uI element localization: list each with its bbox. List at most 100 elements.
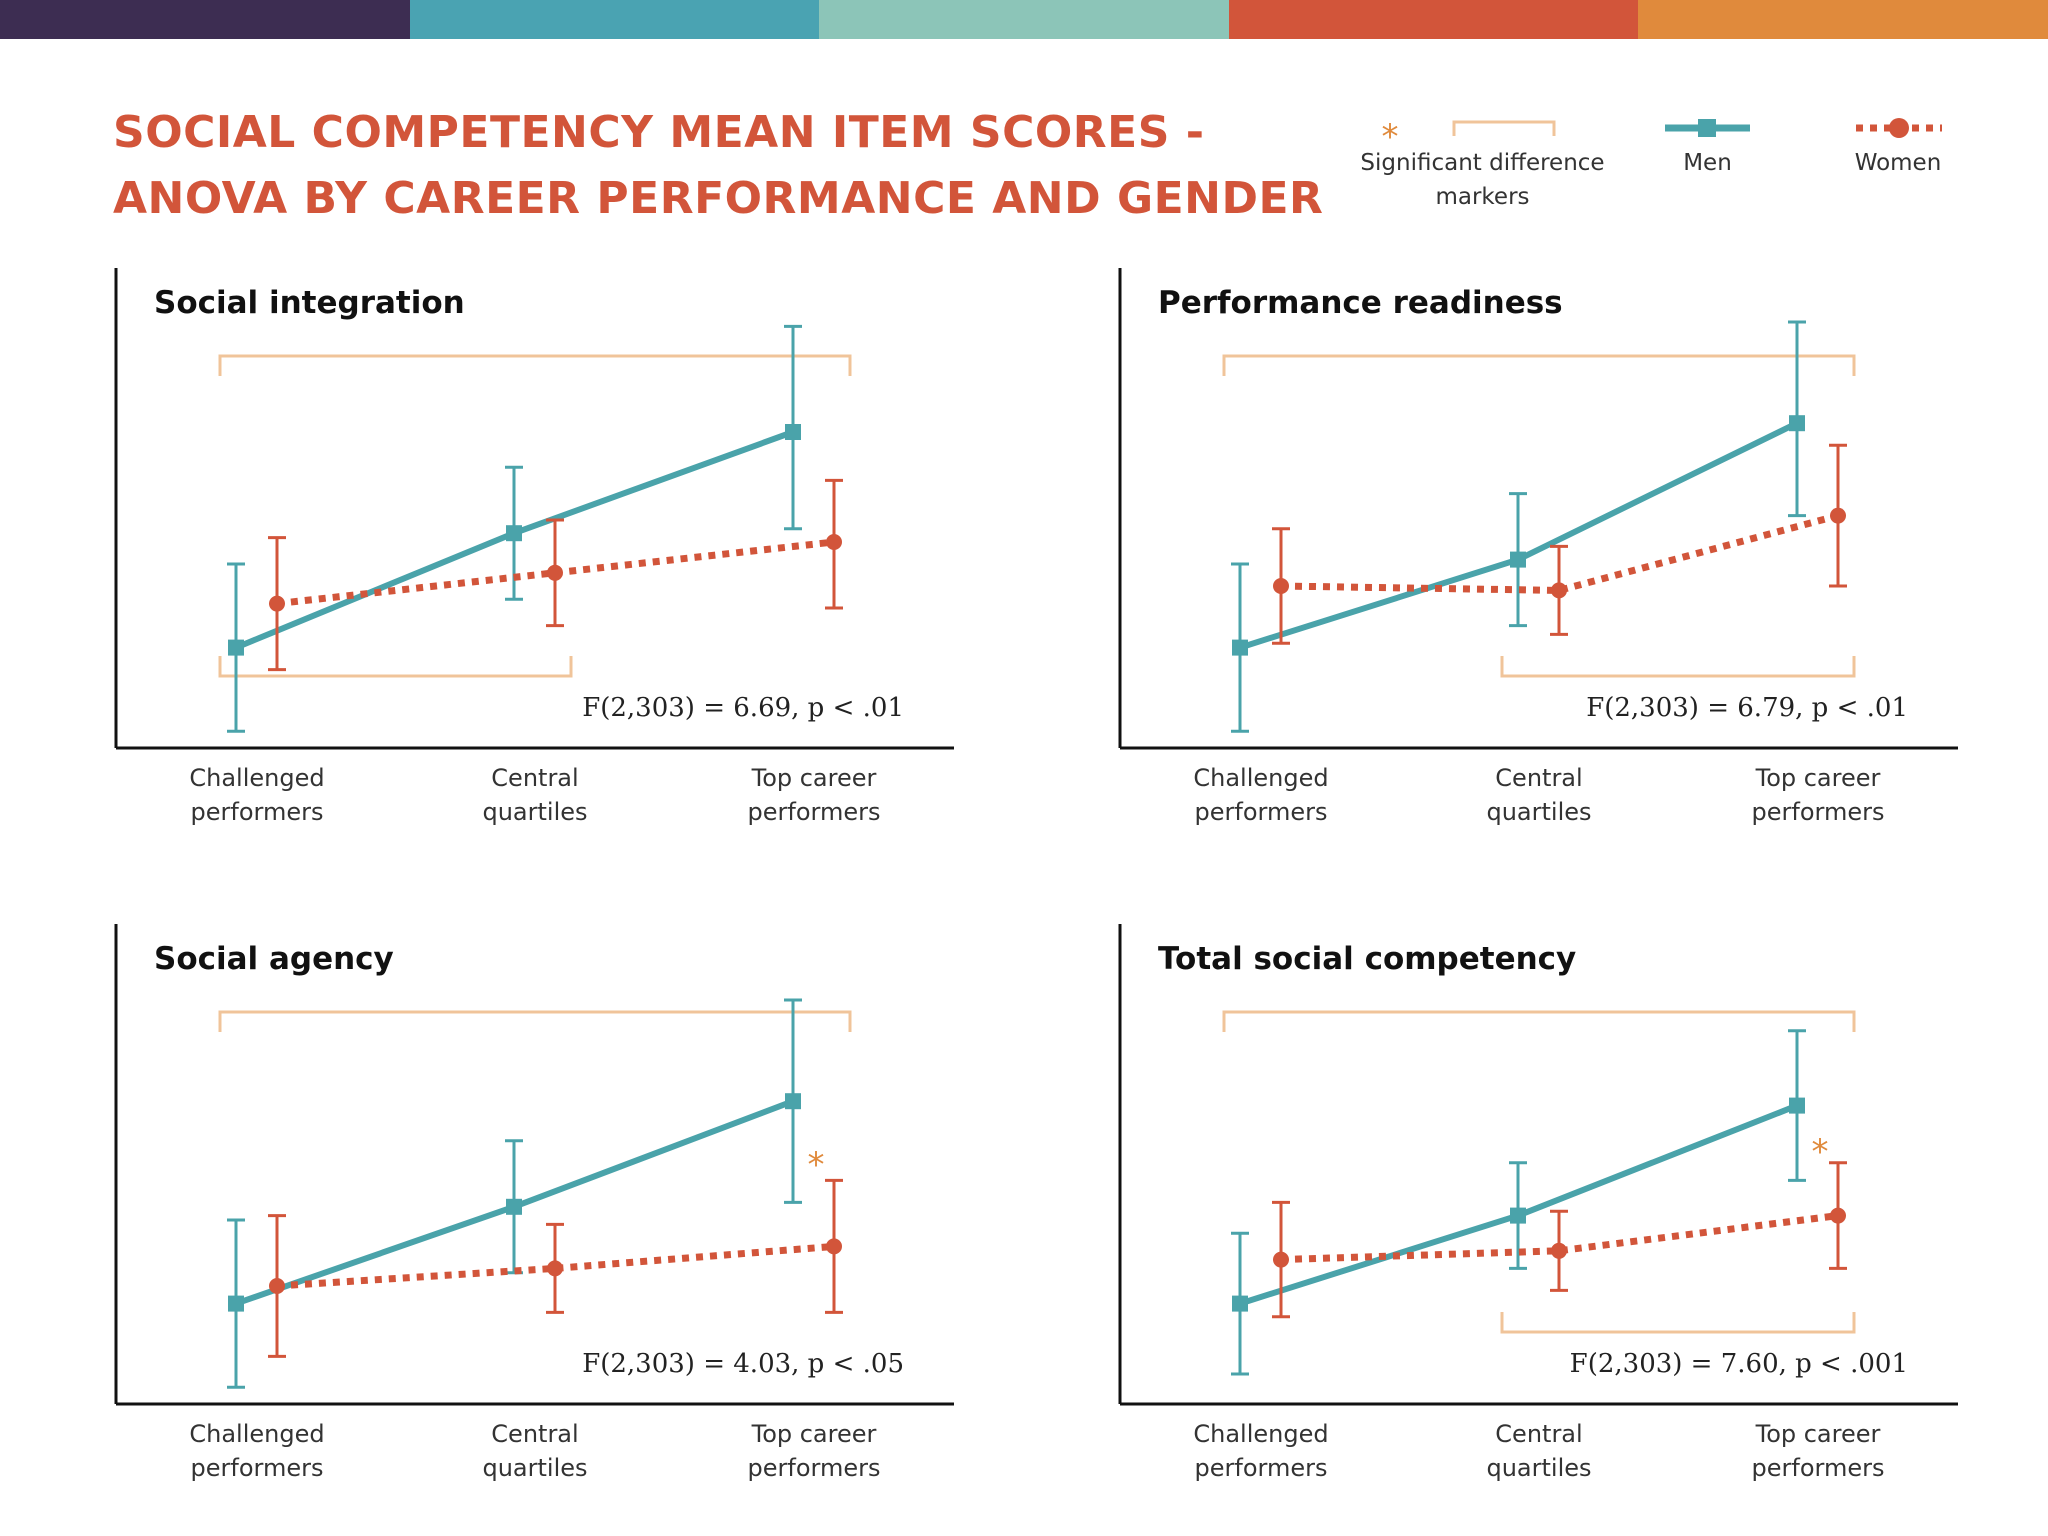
men-data-point bbox=[785, 1093, 801, 1110]
significance-bracket bbox=[1500, 1312, 1856, 1334]
men-data-point bbox=[1789, 1097, 1805, 1114]
x-tick-label: Central quartiles bbox=[1486, 1420, 1591, 1482]
chart-title: Social integration bbox=[154, 285, 465, 321]
x-tick-label-line: quartiles bbox=[1486, 798, 1591, 826]
chart-title: Social agency bbox=[154, 941, 394, 977]
significance-bracket bbox=[218, 1010, 852, 1032]
men-data-point bbox=[785, 424, 801, 440]
legend-star-icon: * bbox=[1382, 117, 1399, 157]
women-data-point bbox=[269, 1278, 285, 1294]
significance-bracket bbox=[1500, 656, 1856, 678]
women-data-point bbox=[1551, 582, 1567, 599]
men-data-point bbox=[1789, 415, 1805, 432]
men-data-point bbox=[1510, 551, 1526, 568]
women-data-point bbox=[547, 1260, 563, 1277]
legend-women-marker bbox=[1889, 118, 1909, 138]
x-tick-label: Challenged performers bbox=[1193, 764, 1328, 826]
women-series-line bbox=[276, 538, 835, 608]
stat-annotation: F(2,303) = 6.79, p < .01 bbox=[1586, 693, 1908, 723]
women-data-point bbox=[1273, 1251, 1289, 1268]
women-data-point bbox=[826, 534, 842, 550]
legend-men-label: Men bbox=[1683, 150, 1732, 176]
x-tick-label-line: Top career bbox=[751, 1420, 877, 1448]
men-data-point bbox=[506, 525, 522, 542]
page-title: SOCIAL COMPETENCY MEAN ITEM SCORES - ANO… bbox=[113, 100, 1323, 232]
legend-bracket-icon bbox=[1452, 120, 1556, 136]
women-data-point bbox=[1273, 578, 1289, 594]
chart-panel-3: Social agency F(2,303) = 4.03, p < .05 Cha… bbox=[114, 924, 954, 1482]
top-bar-segment bbox=[1638, 0, 2048, 39]
x-tick-label-line: Central bbox=[1495, 1420, 1582, 1448]
men-data-point bbox=[1232, 1295, 1248, 1312]
significance-bracket bbox=[218, 354, 852, 376]
x-tick-label: Central quartiles bbox=[482, 1420, 587, 1482]
x-tick-label: Top career performers bbox=[1752, 764, 1885, 826]
x-tick-label-line: performers bbox=[1752, 1454, 1885, 1482]
women-data-point bbox=[269, 595, 285, 612]
men-data-point bbox=[228, 639, 244, 656]
x-tick-label-line: Top career bbox=[1755, 1420, 1881, 1448]
x-tick-label-line: quartiles bbox=[482, 1454, 587, 1482]
x-tick-label: Top career performers bbox=[748, 1420, 881, 1482]
x-tick-label-line: Central bbox=[491, 1420, 578, 1448]
men-data-point bbox=[228, 1295, 244, 1312]
x-tick-label-line: Challenged bbox=[189, 764, 324, 792]
legend-men-marker bbox=[1698, 119, 1716, 137]
women-data-point bbox=[547, 564, 563, 581]
x-tick-label-line: performers bbox=[1752, 798, 1885, 826]
chart-title: Total social competency bbox=[1158, 941, 1576, 977]
x-tick-label: Challenged performers bbox=[1193, 1420, 1328, 1482]
legend-sig-label: Significant difference markers bbox=[1360, 150, 1605, 210]
x-tick-label: Central quartiles bbox=[482, 764, 587, 826]
women-data-point bbox=[1830, 507, 1846, 524]
significance-star: * bbox=[808, 1145, 825, 1185]
x-tick-label-line: Challenged bbox=[1193, 1420, 1328, 1448]
x-tick-label: Top career performers bbox=[1752, 1420, 1885, 1482]
significance-bracket bbox=[218, 656, 573, 678]
chart-panel-1: Social integration F(2,303) = 6.69, p < .… bbox=[114, 268, 954, 826]
women-data-point bbox=[826, 1238, 842, 1255]
chart-title: Performance readiness bbox=[1158, 285, 1563, 321]
x-tick-label-line: performers bbox=[748, 1454, 881, 1482]
men-data-point bbox=[506, 1198, 522, 1215]
chart-panel-2: Performance readiness F(2,303) = 6.79, p … bbox=[1118, 268, 1958, 826]
x-tick-label: Top career performers bbox=[748, 764, 881, 826]
x-tick-label-line: Central bbox=[491, 764, 578, 792]
x-tick-label-line: performers bbox=[748, 798, 881, 826]
x-tick-label-line: Challenged bbox=[189, 1420, 324, 1448]
stat-annotation: F(2,303) = 6.69, p < .01 bbox=[582, 693, 904, 723]
x-tick-label: Challenged performers bbox=[189, 1420, 324, 1482]
x-tick-label: Challenged performers bbox=[189, 764, 324, 826]
women-data-point bbox=[1830, 1207, 1846, 1224]
x-tick-label-line: performers bbox=[191, 1454, 324, 1482]
top-bar-segment bbox=[0, 0, 410, 39]
stat-annotation: F(2,303) = 4.03, p < .05 bbox=[582, 1349, 904, 1379]
x-tick-label-line: performers bbox=[1195, 798, 1328, 826]
men-data-point bbox=[1510, 1207, 1526, 1224]
significance-bracket bbox=[1222, 1010, 1856, 1032]
x-tick-label-line: Top career bbox=[751, 764, 877, 792]
title-line-1: SOCIAL COMPETENCY MEAN ITEM SCORES - bbox=[113, 107, 1205, 158]
x-tick-label-line: Challenged bbox=[1193, 764, 1328, 792]
title-line-2: ANOVA BY CAREER PERFORMANCE AND GENDER bbox=[113, 173, 1324, 224]
significance-bracket bbox=[1222, 354, 1856, 376]
x-tick-label-line: quartiles bbox=[482, 798, 587, 826]
women-data-point bbox=[1551, 1242, 1567, 1259]
stat-annotation: F(2,303) = 7.60, p < .001 bbox=[1570, 1349, 1908, 1379]
chart-panel-4: Total social competency F(2,303) = 7.60, … bbox=[1118, 924, 1958, 1482]
top-bar-segment bbox=[1228, 0, 1639, 39]
x-tick-label-line: Top career bbox=[1755, 764, 1881, 792]
significance-star: * bbox=[1812, 1132, 1829, 1172]
women-series-line bbox=[276, 1242, 835, 1290]
legend-symbols: * bbox=[1382, 117, 1942, 157]
x-tick-label: Central quartiles bbox=[1486, 764, 1591, 826]
x-tick-label-line: quartiles bbox=[1486, 1454, 1591, 1482]
women-series-line bbox=[1280, 1212, 1839, 1264]
top-bar-segment bbox=[409, 0, 820, 39]
top-bar-segment bbox=[819, 0, 1229, 39]
legend: * Significant difference markers Men Wom… bbox=[1320, 108, 1960, 218]
x-tick-label-line: performers bbox=[191, 798, 324, 826]
x-tick-label-line: Central bbox=[1495, 764, 1582, 792]
men-data-point bbox=[1232, 639, 1248, 656]
